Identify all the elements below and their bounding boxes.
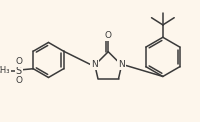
Text: CH₃: CH₃ [0, 66, 10, 75]
Text: O: O [15, 57, 22, 66]
Text: S: S [16, 66, 22, 76]
Text: N: N [118, 60, 124, 69]
Text: O: O [104, 31, 111, 40]
Text: N: N [91, 60, 98, 69]
Text: O: O [15, 76, 22, 85]
